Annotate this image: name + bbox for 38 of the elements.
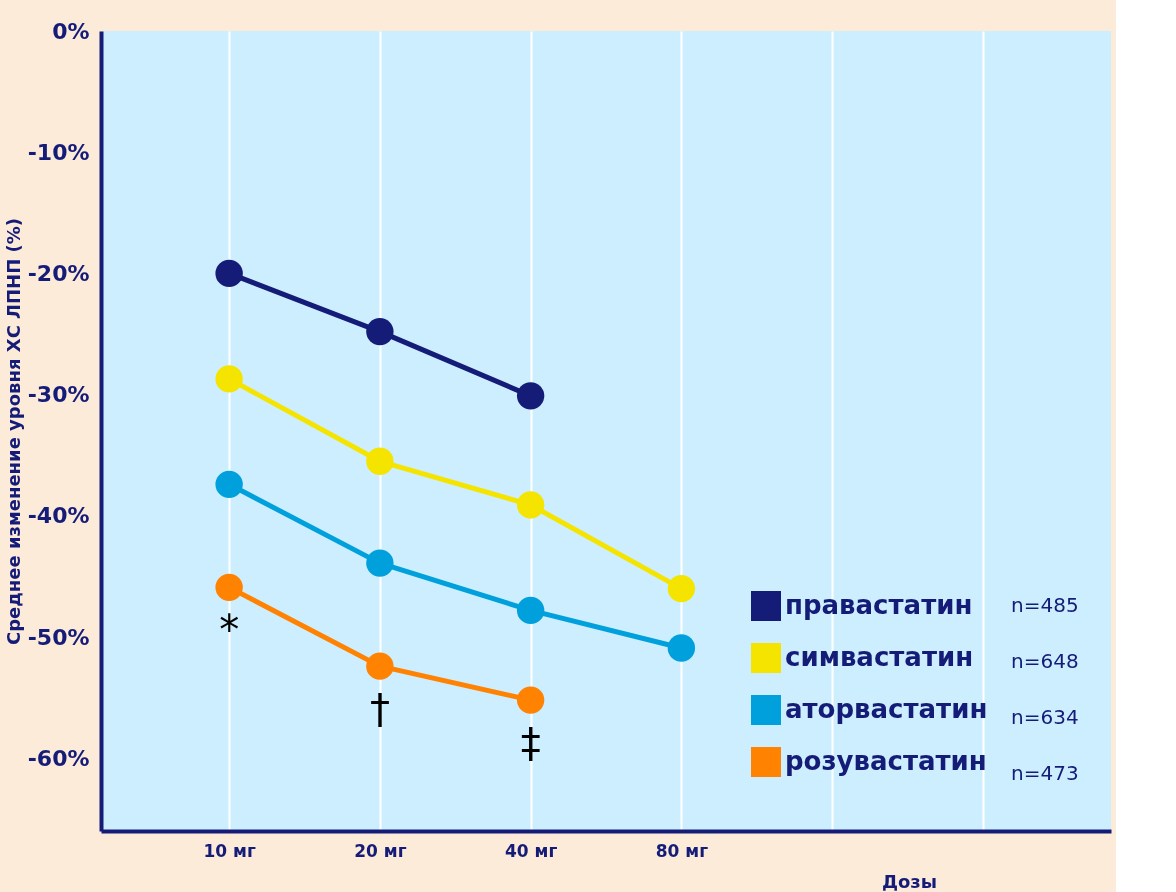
point [366, 549, 394, 577]
x-axis-title: Дозы [881, 870, 938, 892]
y-tick-label: 0% [52, 18, 90, 44]
point [215, 365, 243, 393]
point [516, 491, 545, 519]
annotation: n=648 [1011, 649, 1079, 673]
y-tick-label: -60% [27, 745, 90, 771]
point [667, 574, 696, 603]
point [516, 596, 545, 625]
point [366, 317, 394, 346]
y-tick-label: -30% [27, 382, 90, 408]
x-tick-label: 40 мг [504, 840, 558, 861]
legend-label: аторвастатин [785, 694, 988, 724]
point [366, 447, 394, 475]
annotation: n=634 [1011, 705, 1079, 729]
annotation: * [219, 607, 240, 654]
y-tick-label: -20% [27, 260, 90, 286]
annotation: † [369, 686, 390, 733]
point [215, 259, 243, 288]
y-tick-label: -10% [27, 139, 90, 165]
y-axis-title: Среднее изменение уровня ХС ЛПНП (%) [2, 217, 24, 646]
x-tick-label: 20 мг [354, 840, 407, 861]
x-tick-label: 80 мг [655, 840, 709, 861]
x-tick-label: 10 мг [203, 840, 256, 861]
point [366, 652, 394, 680]
point [516, 686, 545, 714]
y-tick-label: -40% [27, 503, 90, 529]
annotation: n=485 [1011, 593, 1079, 617]
point [215, 573, 243, 602]
annotation: n=473 [1011, 761, 1079, 785]
legend-label: розувастатин [785, 746, 987, 776]
point [667, 634, 696, 662]
y-tick-label: -50% [27, 624, 90, 650]
point [516, 382, 545, 410]
point [215, 470, 243, 498]
legend-label: правастатин [785, 590, 973, 620]
legend-label: симвастатин [785, 642, 974, 672]
annotation: ‡ [520, 720, 541, 767]
